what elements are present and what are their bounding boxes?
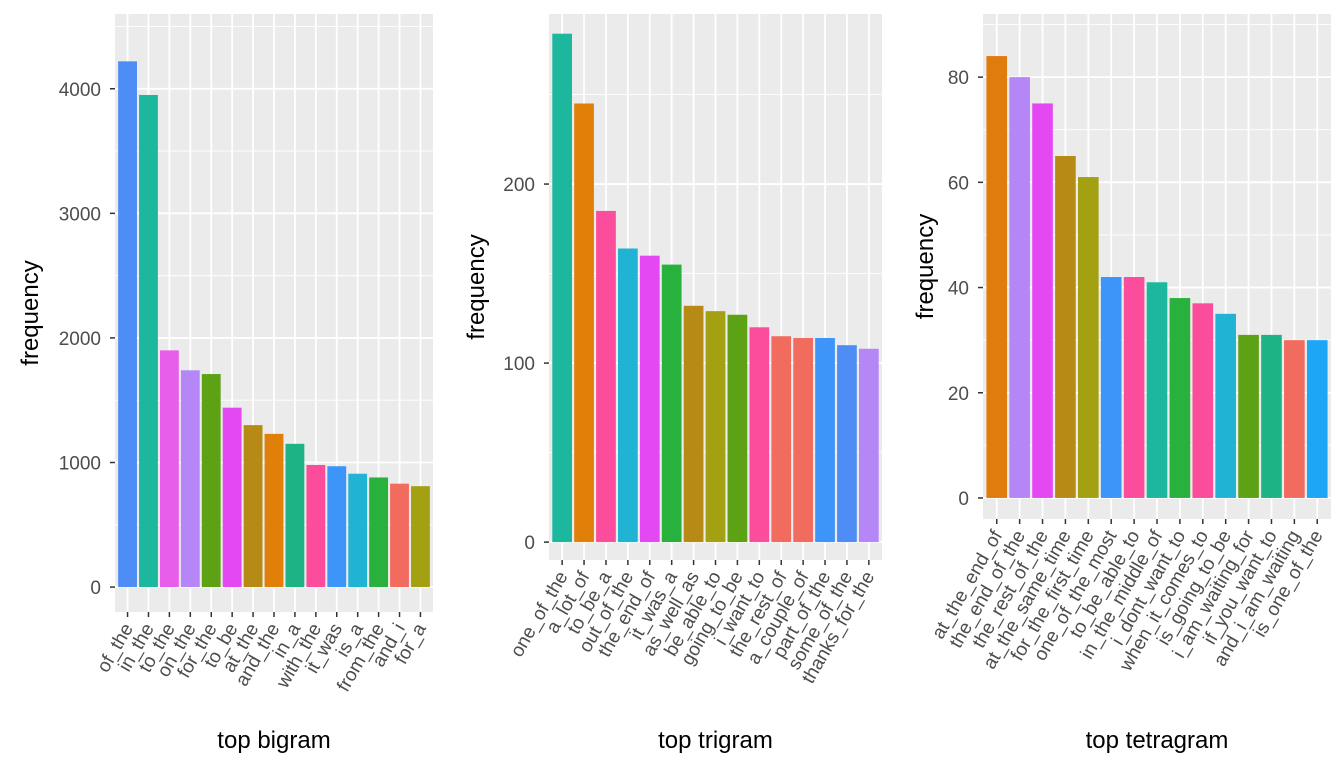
bar-to_the [159,350,179,588]
bar-as_well_as [683,305,704,543]
bar-a_lot_of [574,103,594,543]
x-axis-title: top bigram [217,727,330,754]
chart-panel-1: 01000200030004000of_thein_theto_theon_th… [17,14,433,754]
bar-at_the_same_time [1055,156,1076,498]
bar-one_of_the [552,33,573,543]
chart-panel-2: 0100200one_of_thea_lot_ofto_be_aout_of_t… [463,14,882,754]
bar-to_be [222,407,242,588]
bar-at_the [243,425,263,588]
bar-in_the_middle_of [1146,282,1168,498]
y-tick-label: 200 [503,175,535,196]
y-tick-label: 3000 [59,204,101,225]
bar-out_of_the [618,248,638,543]
bar-one_of_the_most [1100,277,1122,498]
bar-when_it_comes_to [1192,303,1214,498]
bar-the_end_of_the [1009,77,1030,498]
bar-part_of_the [815,338,835,543]
bar-it_was [327,466,347,588]
bar-thanks_for_the [858,348,879,543]
bar-and_i_am_waiting [1284,340,1305,498]
x-axis-title: top tetragram [1086,727,1229,754]
bar-in_a [285,443,305,588]
y-tick-label: 20 [948,384,969,405]
y-tick-label: 2000 [59,329,101,350]
bar-the_end_of [639,255,660,543]
y-tick-label: 4000 [59,80,101,101]
y-tick-label: 0 [958,489,969,510]
y-axis-title: frequency [17,260,44,365]
bar-and_i [390,483,409,588]
y-axis-title: frequency [463,234,490,339]
bar-some_of_the [837,345,857,543]
bar-and_the [264,433,284,588]
y-axis-title: frequency [912,214,939,319]
y-tick-label: 40 [948,279,969,300]
bar-a_couple_of [793,338,813,543]
chart-panel-3: 020406080at_the_end_ofthe_end_of_thethe_… [912,14,1331,754]
bar-is_a [348,473,368,588]
bar-to_be_able_to [1123,277,1145,498]
bar-is_going_to_be [1215,313,1236,498]
bar-of_the [118,61,137,588]
bar-going_to_be [727,314,748,543]
bar-i_want_to [749,327,770,543]
bar-if_you_want_to [1261,334,1282,498]
y-tick-label: 60 [948,173,969,194]
x-axis-title: top trigram [658,727,773,754]
bar-for_the [201,374,221,588]
bar-from_the [369,477,389,588]
bar-be_able_to [705,311,726,543]
y-tick-label: 0 [90,578,101,599]
bar-the_rest_of_the [1032,103,1053,498]
bar-at_the_end_of [986,56,1008,498]
bar-in_the [139,94,158,588]
bar-i_dont_want_to [1169,298,1191,498]
bar-for_a [411,486,430,588]
bar-with_the [306,464,326,588]
bar-i_am_waiting_for [1238,334,1259,498]
y-tick-label: 1000 [59,454,101,475]
bar-the_rest_of [771,336,792,543]
bar-to_be_a [596,210,616,543]
bar-for_the_first_time [1078,177,1099,498]
y-tick-label: 80 [948,68,969,89]
y-tick-label: 0 [524,533,535,554]
bar-on_the [180,370,200,588]
bar-is_one_of_the [1306,340,1328,498]
y-tick-label: 100 [503,354,535,375]
bar-it_was_a [661,264,682,543]
